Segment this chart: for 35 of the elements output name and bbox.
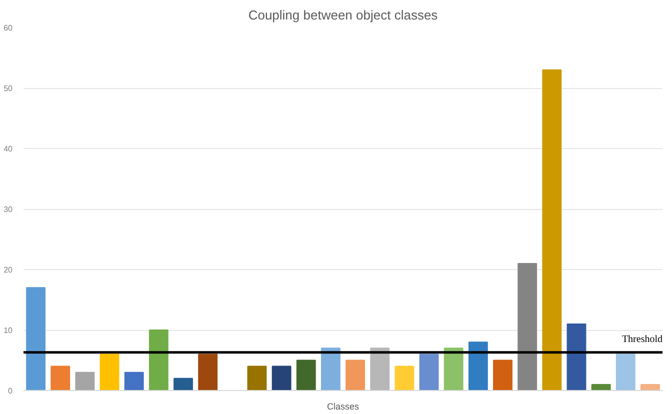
bar	[444, 348, 464, 390]
bar	[370, 348, 390, 390]
bar	[50, 366, 70, 390]
bar	[566, 323, 586, 390]
bar	[198, 354, 218, 390]
bar	[493, 360, 512, 390]
bar	[346, 360, 366, 390]
y-tick-label: 40	[4, 144, 14, 154]
y-tick-label: 30	[4, 205, 14, 214]
y-tick-label: 0	[8, 386, 14, 396]
bar	[640, 384, 660, 390]
bar	[100, 354, 120, 390]
bar	[542, 69, 562, 390]
bar	[320, 348, 340, 390]
bar	[272, 366, 292, 390]
x-axis-title: Classes	[326, 402, 360, 412]
bar	[26, 287, 46, 390]
bar	[174, 378, 193, 390]
bar	[591, 384, 611, 390]
y-tick-label: 50	[4, 84, 14, 93]
ref-line-label: Threshold	[622, 334, 662, 346]
bar	[518, 262, 538, 390]
y-tick-label: 60	[4, 24, 14, 32]
bar	[148, 330, 168, 390]
bar	[394, 366, 414, 390]
bar	[468, 342, 488, 390]
bar	[247, 366, 267, 390]
y-tick-label: 20	[4, 266, 14, 274]
bar	[419, 354, 439, 390]
chart-title: Coupling between object classes	[248, 8, 438, 22]
bar	[296, 360, 316, 390]
bar	[616, 354, 636, 390]
bar	[124, 372, 144, 390]
y-tick-label: 10	[4, 326, 14, 335]
bar	[75, 372, 95, 390]
